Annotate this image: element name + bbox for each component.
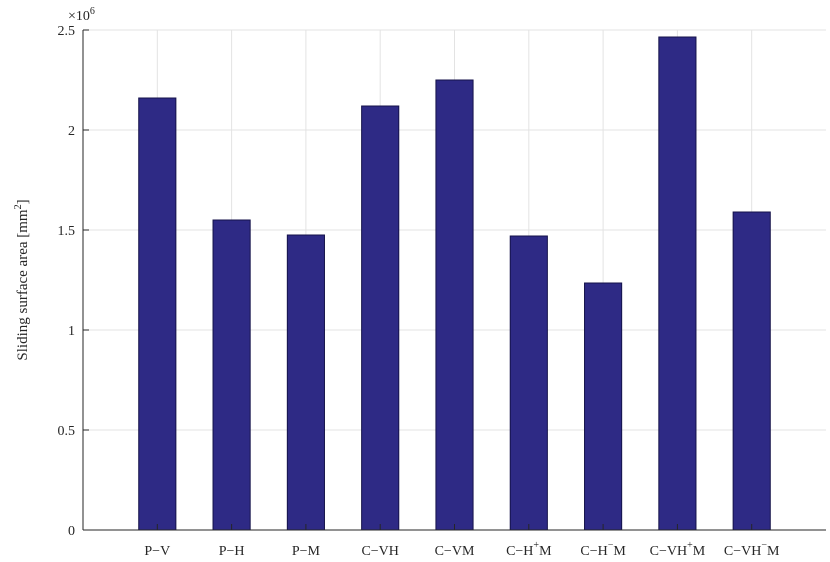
x-tick-label: P−V — [144, 544, 170, 559]
y-axis-title: Sliding surface area [mm2] — [13, 199, 31, 360]
x-tick-label-base: P−V — [144, 544, 170, 559]
bar-5 — [435, 79, 474, 531]
x-tick-label: C−VH+M — [650, 540, 706, 559]
x-tick-label: C−H−M — [580, 540, 626, 559]
bar-2 — [212, 219, 251, 531]
y-tick-label: 1 — [68, 324, 75, 339]
x-tick-label-base: P−H — [219, 544, 245, 559]
x-tick-label-base: C−H — [506, 544, 533, 559]
x-tick-label-base: C−H — [580, 544, 607, 559]
bar-4 — [361, 105, 400, 531]
x-tick-label: C−VH — [361, 544, 398, 559]
bar-7 — [584, 282, 623, 531]
y-tick-label: 2 — [68, 124, 75, 139]
y-tick-label: 0 — [68, 524, 75, 539]
bar-8 — [658, 36, 697, 531]
x-tick-label: C−H+M — [506, 540, 552, 559]
x-tick-label-base: C−VH — [724, 544, 761, 559]
y-exponent-power: 6 — [90, 6, 95, 17]
x-tick-label-superscript: + — [687, 540, 693, 551]
x-tick-label-base: C−VH — [361, 544, 398, 559]
x-tick-label: C−VM — [435, 544, 475, 559]
x-tick-label-suffix: M — [693, 544, 706, 559]
x-tick-label-base: C−VM — [435, 544, 475, 559]
y-tick-label: 1.5 — [58, 224, 76, 239]
x-tick-label-superscript: − — [608, 540, 614, 551]
y-tick-label: 2.5 — [58, 24, 76, 39]
x-tick-label-suffix: M — [539, 544, 552, 559]
bar-6 — [509, 235, 548, 531]
y-axis-title-main: Sliding surface area [mm — [15, 209, 31, 361]
x-tick-label: C−VH−M — [724, 540, 780, 559]
x-tick-label: P−H — [219, 544, 245, 559]
y-tick-label: 0.5 — [58, 424, 76, 439]
x-tick-label: P−M — [292, 544, 321, 559]
x-tick-label-suffix: M — [613, 544, 626, 559]
y-exponent-label: ×106 — [68, 6, 95, 24]
y-axis-title-superscript: 2 — [13, 204, 24, 209]
x-tick-label-superscript: − — [761, 540, 767, 551]
y-exponent-base: ×10 — [68, 9, 90, 24]
y-axis-title-end: ] — [15, 199, 31, 204]
x-tick-label-base: C−VH — [650, 544, 687, 559]
x-tick-label-suffix: M — [767, 544, 780, 559]
bar-3 — [286, 234, 325, 531]
bar-9 — [732, 211, 771, 531]
x-tick-label-base: P−M — [292, 544, 321, 559]
x-tick-label-superscript: + — [533, 540, 539, 551]
bar-1 — [138, 97, 177, 531]
